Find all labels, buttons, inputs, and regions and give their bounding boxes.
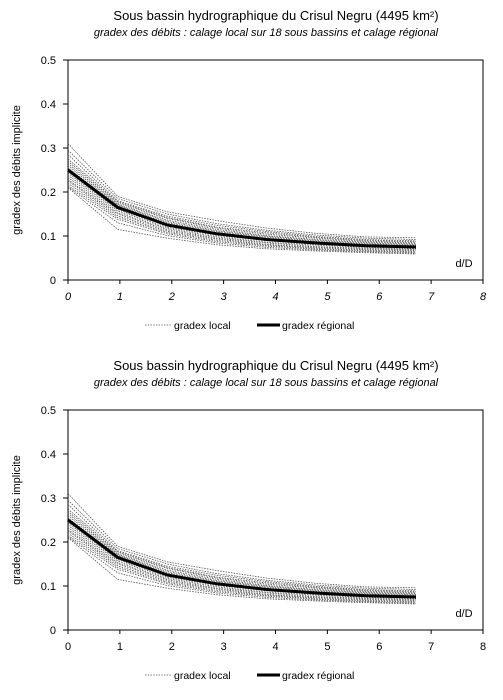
y-tick-label: 0.5 [41, 55, 56, 67]
chart-title: Sous bassin hydrographique du Crisul Neg… [113, 358, 438, 373]
series-line-regional [67, 518, 417, 599]
x-tick-label: 6 [376, 291, 383, 303]
series-line-local [67, 535, 417, 603]
y-tick-label: 0 [50, 625, 56, 637]
y-tick-label: 0.1 [41, 231, 56, 243]
x-tick-label: 2 [168, 291, 175, 303]
legend-label-regional: gradex régional [282, 670, 354, 682]
y-axis-label: gradex des débits implicite [11, 455, 23, 585]
series-line-local [67, 508, 417, 593]
x-tick-label: 7 [428, 291, 435, 303]
series-line-local [67, 510, 417, 593]
series-line-local [67, 530, 417, 601]
y-tick-label: 0 [50, 275, 56, 287]
x-tick-label: 8 [480, 291, 487, 303]
y-tick-label: 0.2 [41, 187, 56, 199]
series-line-local [67, 517, 417, 596]
y-tick-label: 0.5 [41, 405, 56, 417]
series-line-local [67, 149, 417, 240]
legend-label-local: gradex local [174, 670, 231, 682]
chart-panel-top: Sous bassin hydrographique du Crisul Neg… [11, 8, 487, 332]
x-tick-label: 1 [117, 641, 123, 653]
chart-title: Sous bassin hydrographique du Crisul Neg… [113, 8, 438, 23]
x-tick-label: 1 [117, 291, 123, 303]
series-line-local [67, 179, 417, 250]
x-tick-label: 5 [324, 291, 331, 303]
series-line-local [67, 165, 417, 245]
y-tick-label: 0.4 [41, 449, 56, 461]
series-line-regional [67, 168, 417, 249]
chart-subtitle: gradex des débits : calage local sur 18 … [94, 27, 439, 39]
x-tick-label: 8 [480, 641, 486, 653]
x-axis-label: d/D [455, 258, 472, 270]
x-tick-label: 5 [324, 641, 330, 653]
chart-bottom: Sous bassin hydrographique du Crisul Neg… [11, 358, 486, 682]
series-line-local [67, 158, 417, 243]
x-tick-label: 2 [169, 641, 175, 653]
series-line-local [67, 167, 417, 246]
plot-frame [67, 409, 484, 631]
series-line-local [67, 185, 417, 253]
series-line-local [67, 160, 417, 243]
series-line-local [67, 182, 417, 252]
series-line-local [67, 513, 417, 594]
x-tick-label: 7 [428, 641, 434, 653]
chart-top: Sous bassin hydrographique du Crisul Neg… [11, 8, 487, 332]
x-tick-label: 4 [272, 641, 278, 653]
series-line-local [67, 493, 417, 589]
series-line-local [67, 187, 417, 255]
series-line-local [67, 180, 417, 251]
x-axis-label: d/D [455, 608, 472, 620]
x-tick-label: 3 [221, 641, 227, 653]
legend-label-regional: gradex régional [282, 320, 354, 332]
chart-subtitle: gradex des débits : calage local sur 18 … [94, 377, 439, 389]
y-tick-label: 0.2 [41, 537, 56, 549]
y-tick-label: 0.3 [41, 143, 56, 155]
series-line-local [67, 537, 417, 605]
x-tick-label: 4 [272, 291, 278, 303]
x-tick-label: 6 [376, 641, 382, 653]
x-tick-label: 0 [65, 291, 72, 303]
y-tick-label: 0.4 [41, 99, 56, 111]
series-line-local [67, 499, 417, 590]
x-tick-label: 0 [65, 641, 71, 653]
series-line-local [67, 143, 417, 239]
y-tick-label: 0.1 [41, 581, 56, 593]
series-line-local [67, 504, 417, 592]
series-line-local [67, 163, 417, 244]
x-tick-label: 3 [221, 291, 228, 303]
legend-label-local: gradex local [174, 320, 231, 332]
series-line-local [67, 529, 417, 600]
series-line-local [67, 154, 417, 242]
y-tick-label: 0.3 [41, 493, 56, 505]
series-line-local [67, 515, 417, 595]
chart-panel-bottom: Sous bassin hydrographique du Crisul Neg… [0, 350, 503, 700]
series-line-local [67, 532, 417, 602]
plot-frame [67, 59, 484, 281]
y-axis-label: gradex des débits implicite [11, 105, 23, 235]
